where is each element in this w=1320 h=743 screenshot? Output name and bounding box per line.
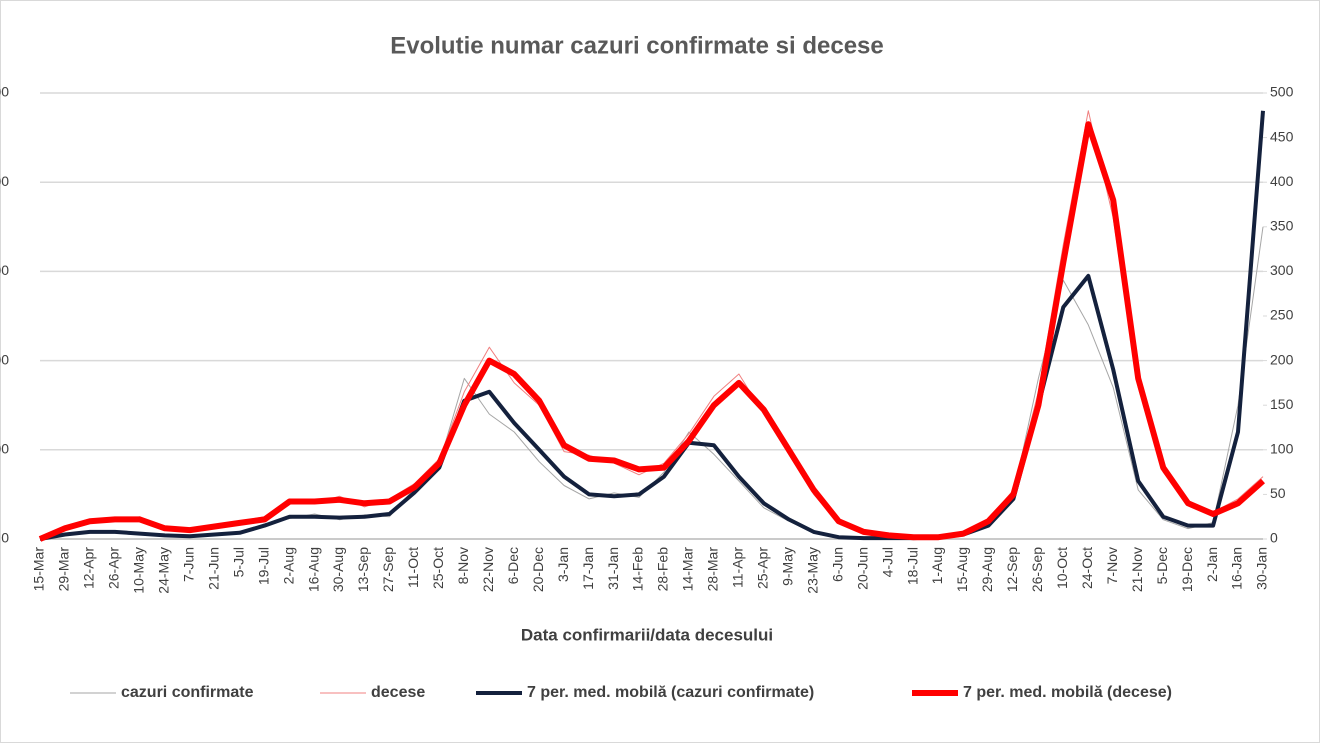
x-tick-label: 9-May: [779, 547, 795, 586]
x-tick-label: 31-Jan: [605, 547, 621, 590]
x-tick-label: 15-Aug: [954, 547, 970, 592]
x-tick-label: 30-Aug: [330, 547, 346, 592]
x-tick-label: 21-Jun: [205, 547, 221, 590]
y2-tick-label: 400: [1270, 173, 1294, 189]
y2-tick-label: 250: [1270, 307, 1294, 323]
x-tick-label: 7-Jun: [180, 547, 196, 582]
x-tick-label: 28-Mar: [705, 547, 721, 592]
x-tick-label: 19-Dec: [1179, 547, 1195, 592]
legend-label: decese: [371, 684, 425, 701]
x-tick-label: 24-Oct: [1079, 547, 1095, 589]
x-tick-label: 4-Jul: [879, 547, 895, 577]
y2-tick-label: 150: [1270, 396, 1294, 412]
x-tick-label: 15-Mar: [31, 547, 47, 592]
x-tick-label: 22-Nov: [480, 547, 496, 592]
x-tick-label: 23-May: [804, 547, 820, 594]
x-tick-label: 19-Jul: [255, 547, 271, 585]
series-line: [38, 121, 1265, 542]
legend-item: decese: [320, 684, 425, 701]
y2-tick-label: 100: [1270, 441, 1294, 457]
y2-tick-label: 200: [1270, 351, 1294, 367]
legend-item: cazuri confirmate: [70, 684, 254, 701]
series-line: [39, 226, 1264, 540]
y-tick-label: 24000: [0, 173, 9, 189]
x-tick-label: 14-Feb: [630, 547, 646, 592]
x-tick-label: 29-Mar: [56, 547, 72, 592]
x-tick-label: 1-Aug: [929, 547, 945, 584]
y2-tick-label: 50: [1270, 485, 1286, 501]
x-tick-label: 25-Apr: [755, 547, 771, 589]
legend-label: 7 per. med. mobilă (decese): [963, 684, 1172, 701]
x-axis-title: Data confirmarii/data decesului: [521, 625, 773, 644]
x-tick-label: 27-Sep: [380, 547, 396, 592]
x-tick-label: 16-Jan: [1229, 547, 1245, 590]
y-tick-label: 12000: [0, 351, 9, 367]
x-tick-label: 25-Oct: [430, 547, 446, 589]
x-tick-label: 20-Jun: [854, 547, 870, 590]
legend-label: 7 per. med. mobilă (cazuri confirmate): [527, 684, 814, 701]
y2-tick-label: 300: [1270, 262, 1294, 278]
y2-tick-label: 0: [1270, 530, 1278, 546]
x-tick-label: 12-Sep: [1004, 547, 1020, 592]
x-tick-label: 5-Jul: [230, 547, 246, 577]
x-tick-label: 28-Feb: [655, 547, 671, 592]
x-tick-label: 5-Dec: [1154, 547, 1170, 584]
x-tick-label: 10-Oct: [1054, 547, 1070, 589]
y-tick-label: 30000: [0, 84, 9, 100]
x-tick-label: 7-Nov: [1104, 547, 1120, 584]
legend-item: 7 per. med. mobilă (cazuri confirmate): [476, 684, 814, 701]
x-tick-label: 16-Aug: [305, 547, 321, 592]
x-tick-label: 6-Dec: [505, 547, 521, 584]
x-tick-label: 8-Nov: [455, 547, 471, 584]
chart-title: Evolutie numar cazuri confirmate si dece…: [390, 32, 884, 59]
legend-item: 7 per. med. mobilă (decese): [912, 684, 1172, 701]
x-tick-label: 3-Jan: [555, 547, 571, 582]
y-tick-label: 18000: [0, 262, 9, 278]
x-tick-label: 21-Nov: [1129, 547, 1145, 592]
x-tick-label: 18-Jul: [904, 547, 920, 585]
x-tick-label: 24-May: [155, 547, 171, 594]
x-tick-label: 20-Dec: [530, 547, 546, 592]
x-tick-label: 10-May: [131, 547, 147, 594]
x-tick-label: 2-Jan: [1204, 547, 1220, 582]
x-tick-label: 11-Apr: [730, 547, 746, 588]
y2-tick-label: 350: [1270, 218, 1294, 234]
x-tick-label: 26-Apr: [106, 547, 122, 589]
x-tick-label: 29-Aug: [979, 547, 995, 592]
series-line: [39, 110, 1265, 541]
x-tick-label: 13-Sep: [355, 547, 371, 592]
y-tick-label: 0: [1, 530, 9, 546]
x-tick-label: 12-Apr: [81, 547, 97, 589]
x-tick-label: 30-Jan: [1254, 547, 1270, 590]
x-tick-label: 11-Oct: [405, 547, 421, 588]
x-tick-label: 14-Mar: [680, 547, 696, 592]
y2-tick-label: 500: [1270, 84, 1294, 100]
x-tick-label: 17-Jan: [580, 547, 596, 590]
x-tick-label: 6-Jun: [829, 547, 845, 582]
y2-tick-label: 450: [1270, 128, 1294, 144]
x-tick-label: 26-Sep: [1029, 547, 1045, 592]
x-tick-label: 2-Aug: [280, 547, 296, 584]
legend-label: cazuri confirmate: [121, 684, 254, 701]
y-tick-label: 6000: [0, 441, 9, 457]
